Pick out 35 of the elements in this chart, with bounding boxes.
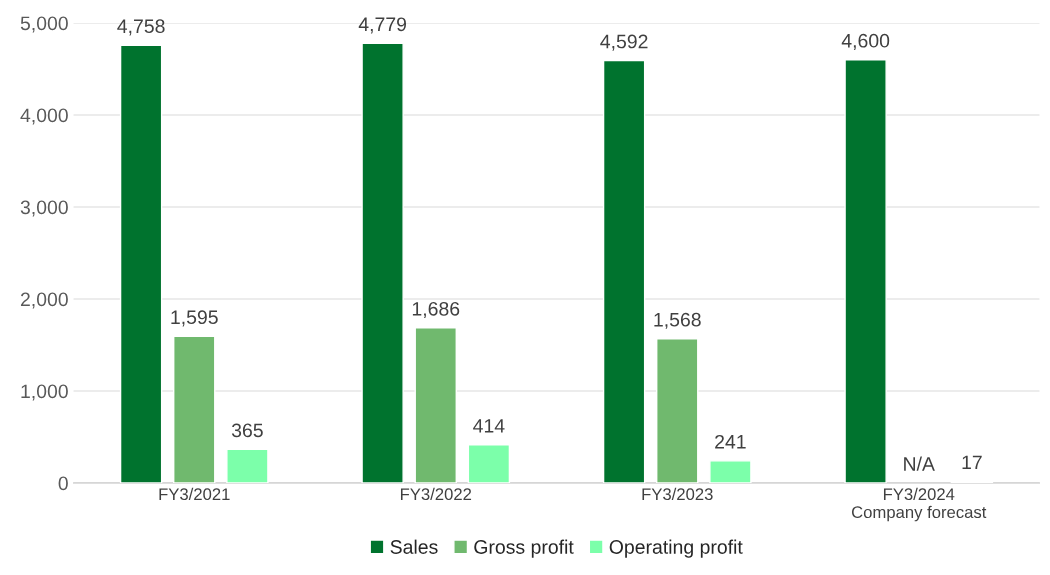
bar [656, 338, 699, 483]
bar [602, 59, 646, 483]
bar [173, 335, 216, 483]
x-tick-label: FY3/2021 [159, 487, 230, 501]
data-label: 1,686 [412, 301, 460, 319]
data-label: 17 [962, 455, 982, 470]
y-tick-label: 3,000 [20, 200, 68, 217]
text: N/A [904, 456, 935, 471]
bar [361, 42, 404, 483]
data-label: 4,758 [117, 19, 165, 36]
y-tick-label: 5,000 [20, 16, 68, 33]
data-label: 4,600 [841, 33, 890, 50]
bar [119, 44, 163, 483]
bar [709, 460, 752, 483]
bar [467, 444, 511, 483]
legend-label: Sales [390, 539, 438, 554]
legend-label: Gross profit [474, 539, 574, 558]
data-label: 4,779 [358, 17, 407, 34]
data-label: 365 [231, 423, 263, 438]
legend-label: Operating profit [609, 539, 743, 558]
x-tick-label: FY3/2022 [400, 487, 472, 501]
data-label: 1,568 [654, 312, 701, 329]
bar [226, 448, 269, 483]
x-tick-label: FY3/2023 [642, 487, 713, 501]
data-label: 1,595 [171, 310, 218, 327]
data-label: 414 [473, 419, 505, 433]
y-tick-label: 1,000 [21, 384, 68, 401]
y-tick-label: 0 [58, 476, 68, 491]
y-tick-label: 2,000 [20, 292, 68, 309]
bar [414, 327, 457, 483]
bar [844, 59, 887, 483]
data-label: 241 [715, 434, 746, 449]
y-tick-label: 4,000 [20, 108, 68, 125]
data-label: 4,592 [600, 34, 648, 51]
x-tick-label: FY3/2024 Company forecast [851, 487, 987, 522]
